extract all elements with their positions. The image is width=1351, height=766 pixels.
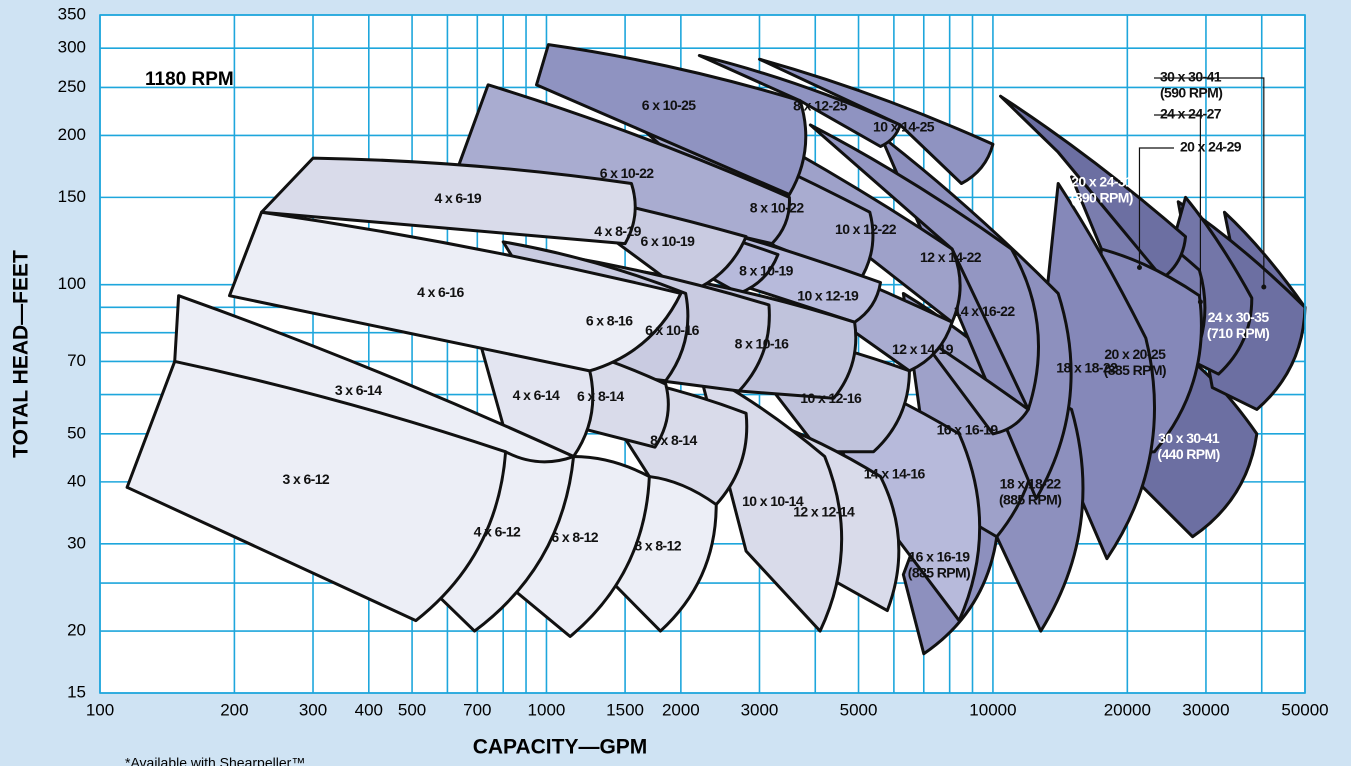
pump-region [125,359,508,623]
region-label: 10 x 14-25 [873,119,935,135]
region-label: (885 RPM) [999,492,1061,508]
region-label: 6 x 10-25 [642,97,697,113]
y-tick-label: 30 [67,533,86,552]
y-tick-label: 250 [58,77,86,96]
region-label: 20 x 24-31 [1071,174,1133,190]
x-tick-label: 3000 [741,700,779,719]
region-label: 14 x 16-22 [954,303,1016,319]
region-label: (710 RPM) [1207,325,1269,341]
region-label: 10 x 12-16 [800,390,862,406]
pump-region [227,210,683,373]
region-label: 18 x 18-22 [1000,476,1062,492]
region-label: 4 x 6-19 [434,190,481,206]
pump-region [259,156,637,246]
region-label: 6 x 10-22 [600,165,655,181]
region-label: 10 x 12-22 [835,221,897,237]
region-label: 8 x 10-22 [750,200,805,216]
region-label: 8 x 8-14 [650,432,697,448]
y-tick-label: 20 [67,621,86,640]
y-tick-label: 70 [67,351,86,370]
region-label: 6 x 10-19 [641,233,696,249]
pump-region [808,123,1040,411]
x-tick-label: 200 [220,700,248,719]
x-tick-label: 2000 [662,700,700,719]
x-tick-label: 500 [398,700,426,719]
plot-border [99,14,1306,694]
region-label: 4 x 6-12 [474,524,521,540]
x-tick-label: 1000 [528,700,566,719]
x-tick-label: 30000 [1182,700,1229,719]
x-tick-label: 20000 [1104,700,1151,719]
region-label: (440 RPM) [1157,446,1219,462]
y-tick-label: 15 [67,682,86,701]
x-axis-label: CAPACITY—GPM [473,736,648,759]
region-label: 18 x 18-22 [1056,359,1118,375]
region-label: 14 x 14-16 [864,466,926,482]
callout-line [1154,77,1265,287]
callout-label: 24 x 24-27 [1160,106,1222,122]
x-tick-label: 100 [86,700,114,719]
callout-label: 20 x 24-29 [1180,139,1242,155]
y-tick-label: 40 [67,471,86,490]
x-tick-label: 1500 [606,700,644,719]
region-label: 8 x 10-19 [739,262,794,278]
region-label: 10 x 12-19 [797,287,859,303]
pump-region [757,57,995,185]
y-tick-label: 300 [58,38,86,57]
region-label: 3 x 6-12 [283,471,330,487]
region-label: 30 x 30-41 [1158,430,1220,446]
region-label: 24 x 30-35 [1208,309,1270,325]
y-axis-label: TOTAL HEAD—FEET [10,250,33,458]
region-label: 6 x 10-16 [645,322,700,338]
x-tick-label: 400 [355,700,383,719]
footnote: *Available with Shearpeller™ [125,755,305,766]
region-label: 8 x 12-25 [793,98,848,114]
x-tick-label: 50000 [1281,700,1328,719]
pump-region [504,455,651,639]
y-tick-label: 150 [58,187,86,206]
region-label: (885 RPM) [1104,362,1166,378]
annotation: 1180 RPM [145,69,234,90]
callout-line [1154,114,1201,302]
region-label: 16 x 16-19 [908,549,970,565]
region-label: (890 RPM) [1071,190,1133,206]
callout-label: 30 x 30-41 [1160,69,1222,85]
region-label: 6 x 8-16 [586,312,633,328]
y-tick-label: 100 [58,274,86,293]
x-tick-label: 700 [463,700,491,719]
region-label: (885 RPM) [908,565,970,581]
y-tick-label: 350 [58,4,86,23]
region-label: 6 x 8-12 [551,529,598,545]
region-label: 4 x 6-14 [513,387,560,403]
region-label: 20 x 20-25 [1104,346,1166,362]
pump-region [173,294,576,464]
region-label: 16 x 16-19 [937,422,999,438]
region-label: 8 x 10-16 [735,336,790,352]
region-label: 10 x 10-14 [742,493,804,509]
callout-line [1138,147,1174,268]
region-label: 3 x 6-14 [335,382,382,398]
region-label: 8 x 8-12 [634,537,681,553]
region-label: 12 x 12-14 [793,504,855,520]
pump-region [455,83,791,246]
region-label: 4 x 6-16 [417,284,464,300]
region-label: 12 x 14-22 [920,249,982,265]
pump-region [535,43,808,197]
region-labels: 30 x 30-41(440 RPM)30 x 30-41(590 RPM)24… [283,69,1270,581]
region-label: 6 x 8-14 [577,388,624,404]
pump-region [1034,181,1156,561]
regions [125,43,1307,656]
callout-label: (590 RPM) [1160,85,1222,101]
x-tick-label: 300 [299,700,327,719]
y-tick-label: 200 [58,125,86,144]
region-label: 4 x 8-19 [594,223,641,239]
x-tick-label: 10000 [969,700,1016,719]
y-tick-label: 50 [67,423,86,442]
region-label: 12 x 14-19 [892,341,954,357]
x-tick-label: 5000 [840,700,878,719]
pump-region [697,53,902,148]
